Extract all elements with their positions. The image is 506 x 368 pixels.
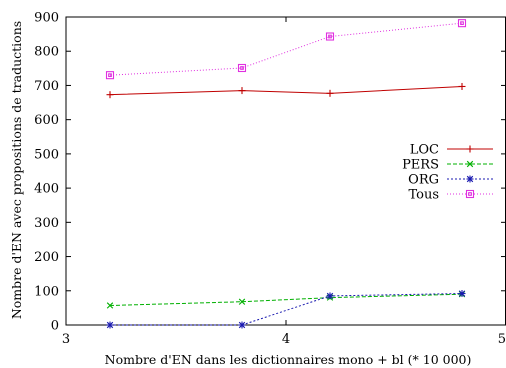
y-axis-title: Nombre d'EN avec propositions de traduct… (9, 21, 24, 319)
legend-marker-tous (465, 189, 475, 199)
data-point-loc (326, 89, 334, 97)
legend-marker-loc (466, 145, 474, 153)
y-tick-label: 900 (34, 11, 59, 26)
data-series (105, 19, 467, 329)
legend-label-pers: PERS (402, 158, 439, 173)
data-point-tous (457, 19, 467, 28)
series-line-org (110, 293, 463, 326)
y-tick-label: 600 (34, 113, 59, 128)
series-line-pers (109, 293, 463, 306)
data-point-loc (106, 91, 114, 99)
axes (65, 16, 506, 326)
data-point-tous (105, 71, 115, 80)
series-line-tous (109, 22, 463, 76)
x-tick-label: 4 (282, 332, 290, 347)
legend-label-tous: Tous (408, 188, 439, 203)
y-tick-label: 400 (34, 182, 59, 197)
y-tick-label: 700 (34, 79, 59, 94)
y-tick-label: 800 (34, 45, 59, 60)
y-tick-label: 500 (34, 147, 59, 162)
data-point-pers (238, 298, 246, 305)
data-point-tous (325, 32, 335, 41)
x-tick-label: 5 (498, 332, 506, 347)
data-point-loc (458, 82, 466, 90)
data-point-org (106, 321, 114, 329)
x-tick-label: 3 (62, 332, 70, 347)
legend-marker-org (466, 175, 474, 183)
data-point-tous (237, 63, 247, 73)
x-axis-title: Nombre d'EN dans les dictionnaires mono … (105, 352, 472, 367)
plot-frame (65, 16, 506, 326)
data-point-org (326, 292, 334, 300)
y-tick-label: 200 (34, 250, 59, 265)
legend-label-loc: LOC (410, 143, 439, 158)
data-point-pers (106, 302, 114, 309)
y-tick-label: 100 (34, 284, 59, 299)
y-tick-label: 300 (34, 216, 59, 231)
tick-labels: 0 100 200 300 400 500 600 700 800 900 3 4 5 (34, 11, 506, 348)
legend-marker-pers (466, 160, 474, 168)
data-point-loc (238, 87, 246, 95)
data-point-org (458, 290, 466, 298)
data-point-org (238, 321, 246, 329)
series-line-loc (109, 85, 463, 96)
y-tick-label: 0 (51, 319, 59, 334)
legend-label-org: ORG (408, 173, 439, 188)
